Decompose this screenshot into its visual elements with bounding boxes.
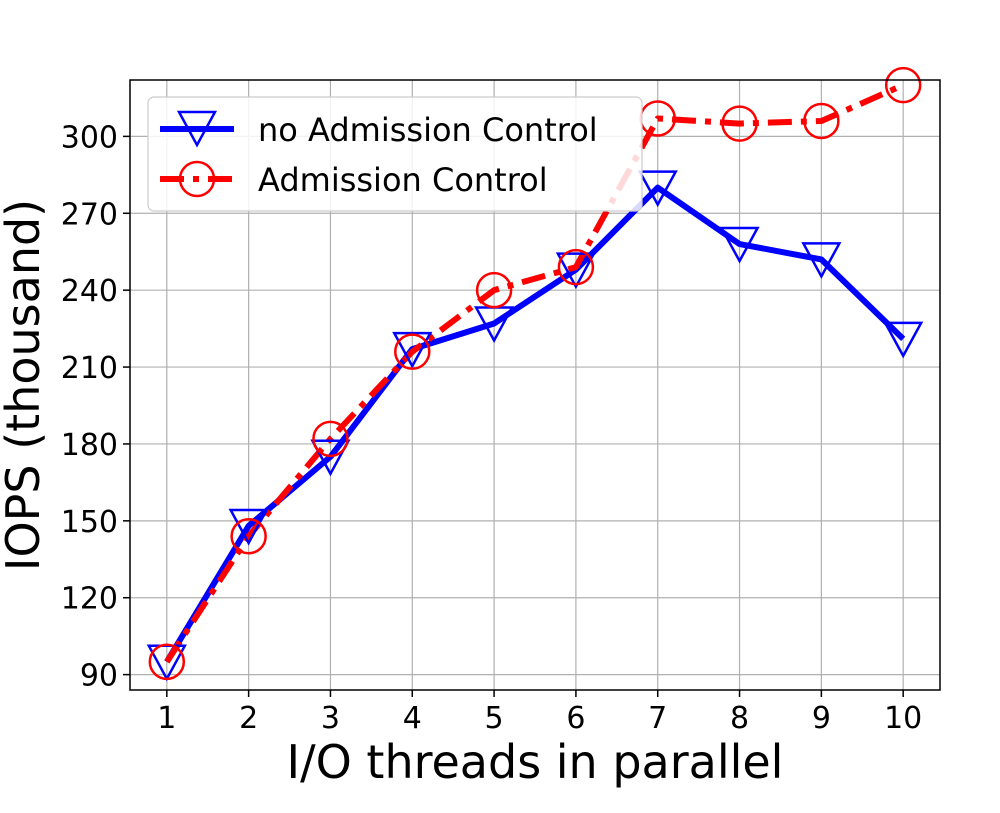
legend-marker-triangle-icon: [176, 110, 218, 148]
y-axis-title: IOPS (thousand): [0, 199, 50, 571]
x-tick-label: 5: [485, 701, 504, 736]
data-point-triangle: [555, 252, 597, 290]
x-tick-label: 6: [566, 701, 585, 736]
x-tick-label: 10: [884, 701, 922, 736]
data-point-triangle: [883, 321, 924, 359]
x-tick-label: 9: [812, 701, 831, 736]
series-markers: [146, 66, 924, 682]
data-point-triangle: [637, 170, 678, 208]
series-line-no-admission-control: [164, 184, 906, 664]
y-tick-label: 210: [61, 351, 118, 386]
plot-frame: [129, 79, 941, 691]
data-point-circle: [230, 517, 267, 555]
data-point-triangle: [228, 508, 269, 546]
x-tick-label: 2: [239, 701, 258, 736]
data-point-circle: [721, 105, 758, 142]
legend-box: [147, 96, 643, 212]
series-line-admission-control: [164, 82, 905, 664]
x-tick-label: 8: [730, 701, 749, 736]
y-tick-label: 300: [61, 120, 118, 155]
legend-label-admission-control: Admission Control: [258, 161, 548, 199]
data-point-circle: [884, 66, 922, 104]
data-point-triangle: [801, 242, 842, 280]
data-point-circle: [475, 271, 513, 309]
legend-label-no-admission-control: no Admission Control: [258, 111, 598, 149]
legend: no Admission Control Admission Control: [147, 96, 643, 212]
data-point-triangle: [719, 226, 760, 264]
data-point-circle: [394, 333, 431, 370]
data-point-circle: [312, 420, 349, 458]
series-lines: [164, 82, 906, 664]
x-tick-label: 1: [157, 701, 176, 736]
data-point-circle: [803, 102, 840, 140]
legend-marker-circle-icon: [178, 160, 216, 198]
y-tick-label: 150: [61, 505, 118, 540]
y-tick-label: 180: [61, 428, 118, 463]
data-point-circle: [557, 248, 595, 286]
y-tick-label: 240: [61, 274, 118, 309]
y-tick-label: 90: [80, 659, 118, 694]
x-tick-label: 4: [403, 701, 422, 736]
data-point-circle: [148, 643, 186, 681]
x-axis-title: I/O threads in parallel: [287, 735, 784, 789]
x-tick-label: 3: [321, 701, 340, 736]
x-tick-label: 7: [648, 701, 667, 736]
data-point-triangle: [392, 331, 433, 369]
axis-ticks: 1 2 3 4 5 6 7 8 9 10 90 120 150 180 210 240 270 300: [61, 120, 923, 736]
data-point-triangle: [310, 439, 351, 477]
y-tick-label: 270: [61, 197, 118, 232]
y-tick-label: 120: [61, 582, 118, 617]
